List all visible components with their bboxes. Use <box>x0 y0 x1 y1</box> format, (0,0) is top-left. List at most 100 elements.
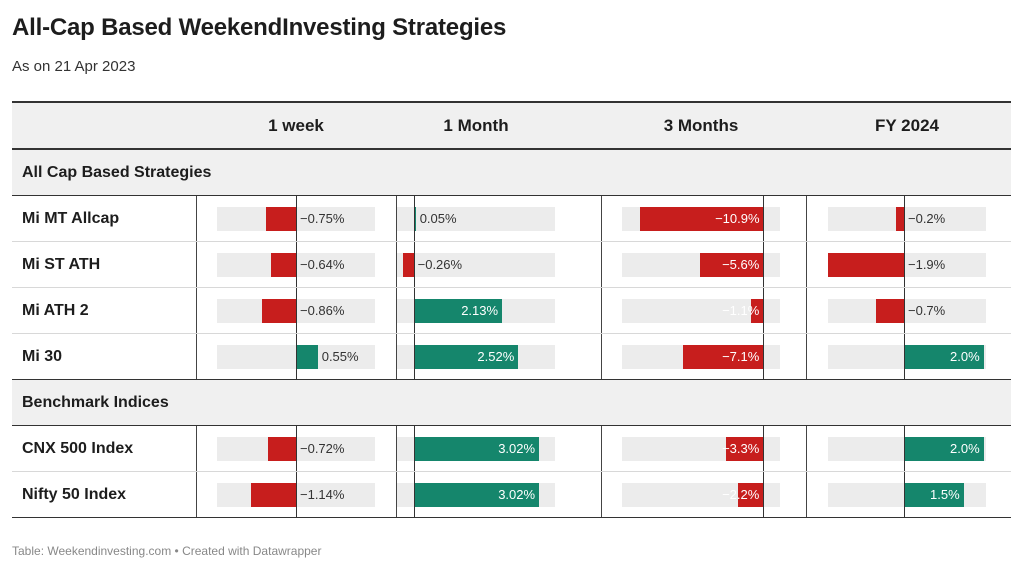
zero-line <box>296 334 297 379</box>
value-cell: 2.0% <box>828 426 986 471</box>
value-bar <box>682 345 764 369</box>
value-bar <box>828 253 904 277</box>
value-label: 2.52% <box>477 349 515 364</box>
value-label: −1.9% <box>908 257 946 272</box>
row-label: Mi ST ATH <box>22 256 101 273</box>
value-bar <box>250 483 296 507</box>
column-separator <box>806 288 807 333</box>
value-bar <box>725 437 764 461</box>
column-separator <box>196 288 197 333</box>
column-separator <box>806 426 807 471</box>
value-label: 0.05% <box>419 211 457 226</box>
zero-line <box>296 196 297 241</box>
value-bar <box>267 437 296 461</box>
zero-line <box>904 472 905 517</box>
column-separator <box>806 472 807 517</box>
zero-line <box>413 288 415 333</box>
column-separator <box>601 288 602 333</box>
bar-track <box>397 253 555 277</box>
value-cell: −1.1% <box>622 288 780 333</box>
column-header-fy-2024: FY 2024 <box>875 116 939 135</box>
footer-credit: Table: Weekendinvesting.com • Created wi… <box>12 544 322 558</box>
column-separator <box>601 242 602 287</box>
zero-line <box>904 196 905 241</box>
value-cell: 2.52% <box>397 334 555 379</box>
value-cell: 0.05% <box>397 196 555 241</box>
column-separator <box>196 242 197 287</box>
zero-line <box>904 426 905 471</box>
column-separator <box>196 472 197 517</box>
value-cell: −7.1% <box>622 334 780 379</box>
group-header-row: Benchmark Indices <box>12 380 1011 426</box>
value-cell: −2.2% <box>622 472 780 517</box>
zero-line <box>296 242 297 287</box>
value-label: −2.2% <box>722 487 760 502</box>
row-label: Mi 30 <box>22 348 63 365</box>
value-cell: −0.2% <box>828 196 986 241</box>
value-cell: −10.9% <box>622 196 780 241</box>
column-separator <box>196 426 197 471</box>
value-bar <box>413 299 503 323</box>
value-bar <box>413 345 519 369</box>
value-label: −7.1% <box>722 349 760 364</box>
column-separator <box>196 196 197 241</box>
value-label: −1.14% <box>300 487 345 502</box>
value-label: −0.7% <box>908 303 946 318</box>
value-label: −3.3% <box>722 441 760 456</box>
column-separator <box>601 196 602 241</box>
zero-line <box>413 196 415 241</box>
bar-track <box>828 207 986 231</box>
value-bar <box>266 207 296 231</box>
column-separator <box>396 472 397 517</box>
value-bar <box>640 207 764 231</box>
value-label: −0.64% <box>300 257 345 272</box>
value-bar <box>904 345 984 369</box>
value-cell: −0.86% <box>217 288 375 333</box>
value-cell: 1.5% <box>828 472 986 517</box>
zero-line <box>763 242 765 287</box>
value-cell: 0.55% <box>217 334 375 379</box>
value-cell: −0.7% <box>828 288 986 333</box>
column-separator <box>396 426 397 471</box>
column-separator <box>396 242 397 287</box>
table-row: Nifty 50 Index −1.14% 3.02% −2.2% 1.5% <box>12 472 1011 518</box>
group-header-row: All Cap Based Strategies <box>12 150 1011 196</box>
column-header-3-months: 3 Months <box>663 116 739 135</box>
value-bar <box>904 437 984 461</box>
value-bar <box>904 483 964 507</box>
value-label: 3.02% <box>498 487 536 502</box>
value-cell: −0.72% <box>217 426 375 471</box>
value-cell: 3.02% <box>397 472 555 517</box>
column-header-1-week: 1 week <box>268 116 324 135</box>
group-label: All Cap Based Strategies <box>22 164 212 181</box>
zero-line <box>904 242 905 287</box>
column-separator <box>196 334 197 379</box>
row-label: CNX 500 Index <box>22 440 134 457</box>
column-separator <box>601 472 602 517</box>
chart-title: All-Cap Based WeekendInvesting Strategie… <box>12 14 507 41</box>
row-label: Mi MT Allcap <box>22 210 120 227</box>
zero-line <box>763 288 765 333</box>
value-label: −0.86% <box>300 303 345 318</box>
zero-line <box>763 472 765 517</box>
value-label: 2.0% <box>950 441 980 456</box>
value-label: −0.75% <box>300 211 345 226</box>
column-separator <box>806 242 807 287</box>
value-label: 2.13% <box>461 303 499 318</box>
value-bar <box>896 207 904 231</box>
column-separator <box>601 426 602 471</box>
zero-line <box>296 472 297 517</box>
value-label: −0.2% <box>908 211 946 226</box>
zero-line <box>413 472 415 517</box>
data-table: 1 week 1 Month 3 Months FY 2024 All Cap Bas… <box>12 101 1011 518</box>
value-cell: −0.64% <box>217 242 375 287</box>
value-cell: −5.6% <box>622 242 780 287</box>
column-separator <box>806 196 807 241</box>
value-label: 3.02% <box>498 441 536 456</box>
value-bar <box>270 253 296 277</box>
table-row: Mi 30 0.55% 2.52% −7.1% 2.0% <box>12 334 1011 380</box>
value-label: 2.0% <box>950 349 980 364</box>
bar-track <box>828 299 986 323</box>
zero-line <box>296 426 297 471</box>
value-label: −0.26% <box>417 257 463 272</box>
